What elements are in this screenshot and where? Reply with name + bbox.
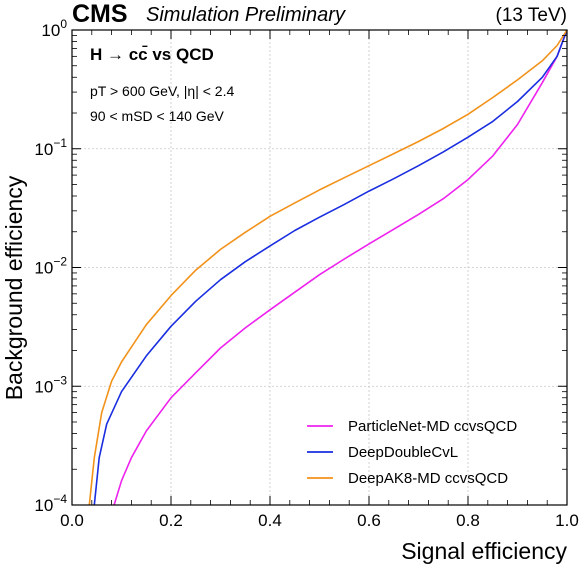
plot-area [71, 29, 568, 506]
y-axis-title: Background efficiency [1, 175, 27, 400]
x-tick-label: 0.4 [258, 511, 282, 530]
x-tick-label: 0.2 [159, 511, 183, 530]
x-axis-title: Signal efficiency [401, 538, 567, 564]
legend-label-deepak8-md-ccvsqcd: DeepAK8-MD ccvsQCD [348, 470, 508, 487]
series-layer [88, 29, 568, 506]
status-label: Simulation Preliminary [146, 4, 346, 26]
legend-label-deepdoublecvl: DeepDoubleCvL [348, 444, 458, 461]
cut-msd-label: 90 < mSD < 140 GeV [90, 108, 225, 124]
y-tick-labels: 10−4 10−3 10−2 10−1 100 [34, 17, 67, 515]
legend-label-particlenet-md-ccvsqcd: ParticleNet-MD ccvsQCD [348, 418, 517, 435]
y-tick-label: 100 [41, 17, 67, 40]
experiment-label: CMS [72, 0, 128, 28]
y-tick-label: 10−2 [34, 255, 67, 278]
series-line-deepak8-md-ccvsqcd [88, 29, 568, 506]
series-line-deepdoublecvl [93, 29, 568, 506]
x-tick-label: 0.6 [357, 511, 381, 530]
x-tick-labels: 0.0 0.2 0.4 0.6 0.8 1.0 [60, 511, 579, 530]
legend: ParticleNet-MD ccvsQCD DeepDoubleCvL DeepA… [307, 418, 517, 487]
cut-pt-label: pT > 600 GeV, |η| < 2.4 [90, 83, 234, 99]
series-line-particlenet-md-ccvsqcd [113, 29, 568, 506]
process-title: H → cc̄ vs QCD [90, 45, 214, 64]
grid [72, 30, 567, 505]
x-tick-label: 0.8 [456, 511, 480, 530]
x-tick-label: 1.0 [555, 511, 579, 530]
y-tick-label: 10−1 [34, 136, 67, 159]
energy-label: (13 TeV) [496, 5, 567, 26]
y-tick-label: 10−4 [34, 492, 67, 515]
y-tick-label: 10−3 [34, 373, 67, 396]
x-tick-label: 0.0 [60, 511, 84, 530]
axis-ticks [71, 29, 568, 506]
